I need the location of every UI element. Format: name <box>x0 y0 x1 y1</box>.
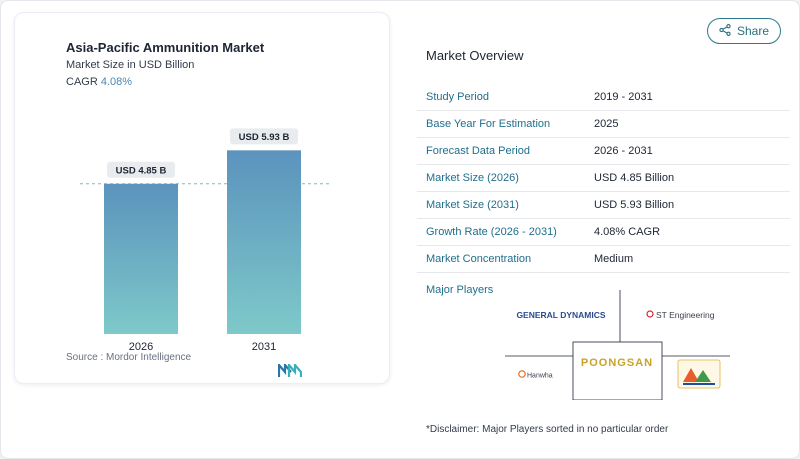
data-label-pill <box>230 128 298 145</box>
overview-row: Market Concentration Medium <box>417 246 790 273</box>
cagr-label: CAGR <box>66 76 98 88</box>
x-tick-label: 2026 <box>129 341 153 353</box>
overview-key: Base Year For Estimation <box>426 118 551 130</box>
overview-key: Market Size (2031) <box>426 199 519 211</box>
share-label: Share <box>736 24 770 38</box>
overview-key: Growth Rate (2026 - 2031) <box>426 226 557 238</box>
overview-table: Study Period 2019 - 2031 Base Year For E… <box>417 84 790 273</box>
overview-key: Market Concentration <box>426 253 532 265</box>
overview-row: Forecast Data Period 2026 - 2031 <box>417 138 790 165</box>
overview-value: 2019 - 2031 <box>594 91 653 103</box>
hanwha-logo: Hanwha <box>518 370 553 380</box>
overview-title: Market Overview <box>426 48 524 63</box>
data-label: USD 4.85 B <box>116 165 167 176</box>
overview-row: Growth Rate (2026 - 2031) 4.08% CAGR <box>417 219 790 246</box>
overview-row: Market Size (2026) USD 4.85 Billion <box>417 165 790 192</box>
munitions-india-emblem <box>677 359 721 389</box>
disclaimer-text: *Disclaimer: Major Players sorted in no … <box>426 424 669 435</box>
share-icon <box>719 23 731 39</box>
general-dynamics-logo: GENERAL DYNAMICS <box>516 310 605 320</box>
bar-2026 <box>104 183 178 334</box>
source-text: Source : Mordor Intelligence <box>66 352 192 363</box>
major-players-title: Major Players <box>426 284 494 296</box>
overview-row: Market Size (2031) USD 5.93 Billion <box>417 192 790 219</box>
bar-2031 <box>227 150 301 334</box>
overview-key: Study Period <box>426 91 489 103</box>
overview-key: Forecast Data Period <box>426 145 530 157</box>
major-players-grid: GENERAL DYNAMICS ST Engineering POONGSAN… <box>505 290 730 400</box>
poongsan-logo: POONGSAN <box>581 357 653 369</box>
share-button[interactable]: Share <box>707 18 781 44</box>
st-engineering-text: ST Engineering <box>656 310 715 320</box>
overview-value: Medium <box>594 253 634 265</box>
overview-value: 2026 - 2031 <box>594 145 653 157</box>
hanwha-text: Hanwha <box>527 373 553 380</box>
overview-value: USD 4.85 Billion <box>594 172 675 184</box>
chart-title: Asia-Pacific Ammunition Market <box>66 40 265 55</box>
data-label: USD 5.93 B <box>239 132 290 143</box>
overview-row: Base Year For Estimation 2025 <box>417 111 790 138</box>
st-engineering-logo: ST Engineering <box>646 310 715 320</box>
data-label-pill <box>107 161 175 178</box>
cagr-line: CAGR 4.08% <box>66 76 132 88</box>
bar-chart: USD 4.85 B 2026 USD 5.93 B 2031 <box>80 128 330 353</box>
cagr-value: 4.08% <box>100 76 133 88</box>
chart-subtitle: Market Size in USD Billion <box>66 59 195 71</box>
x-tick-label: 2031 <box>252 341 276 353</box>
overview-row: Study Period 2019 - 2031 <box>417 84 790 111</box>
overview-value: USD 5.93 Billion <box>594 199 675 211</box>
overview-value: 4.08% CAGR <box>594 226 661 238</box>
mordor-logo <box>277 362 303 383</box>
overview-value: 2025 <box>594 118 619 130</box>
chart-card <box>14 12 390 384</box>
overview-key: Market Size (2026) <box>426 172 519 184</box>
